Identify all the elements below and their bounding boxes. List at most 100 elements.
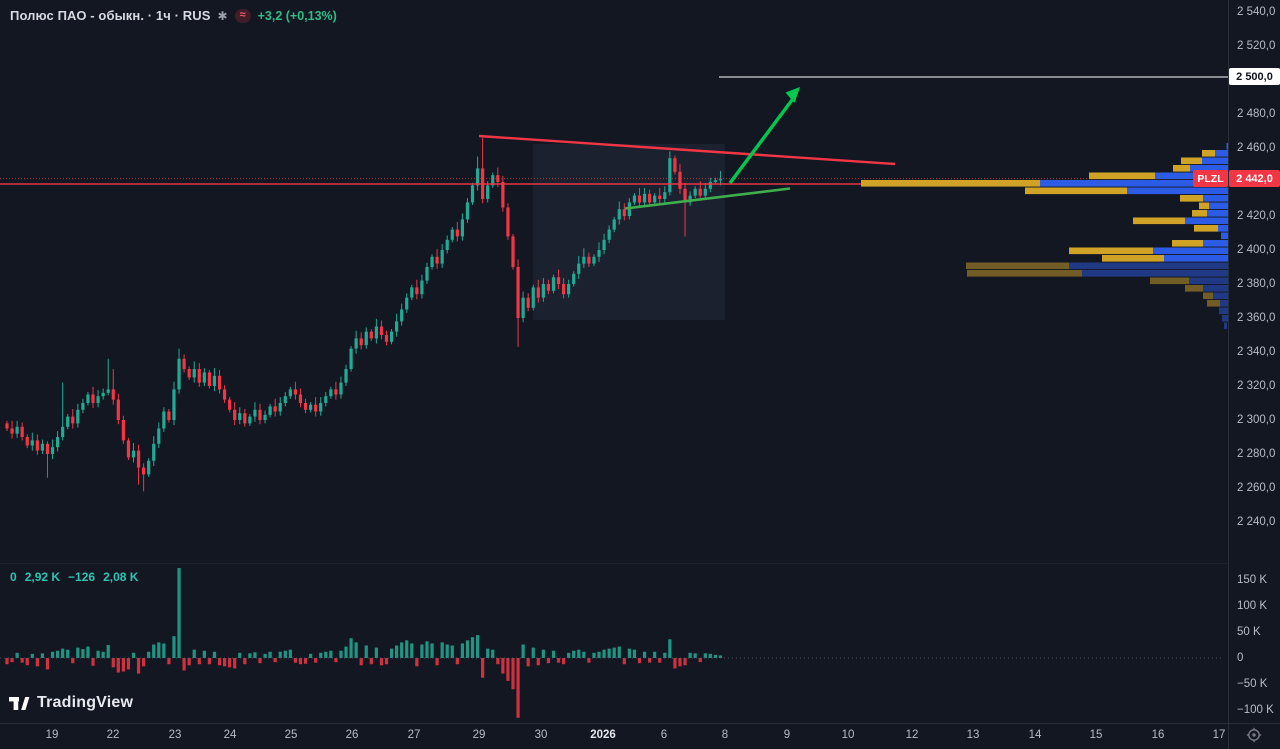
green-trendline[interactable] — [624, 187, 791, 210]
tradingview-logo-text: TradingView — [37, 694, 134, 711]
time-tick: 12 — [905, 729, 919, 741]
volume-profile[interactable] — [861, 143, 1228, 330]
volume-bar — [5, 658, 9, 665]
volume-bar — [597, 651, 601, 658]
volume-bar — [400, 642, 404, 658]
volume-legend-value-4: 2,08 K — [103, 570, 139, 584]
volume-bar — [152, 644, 156, 658]
profile-row-blue — [1164, 255, 1228, 262]
white-level-price-label[interactable]: 2 500,0 — [1229, 68, 1280, 85]
green-arrow-line[interactable] — [728, 94, 797, 185]
candle — [602, 239, 606, 250]
time-tick: 19 — [45, 729, 59, 741]
symbol-title[interactable]: Полюс ПАО - обыкн. · 1ч · RUS — [10, 8, 211, 23]
volume-bar — [420, 644, 424, 658]
volume-bar — [653, 651, 657, 658]
candle — [668, 158, 672, 193]
profile-row-blue — [1202, 157, 1228, 165]
profile-row-yellow — [1069, 247, 1153, 255]
profile-row-blue — [1213, 292, 1228, 300]
candle — [40, 443, 45, 451]
candle — [541, 284, 545, 298]
time-tick: 25 — [284, 729, 298, 741]
profile-row-blue — [1203, 285, 1228, 292]
profile-row-blue — [1127, 187, 1228, 195]
volume-bar — [658, 658, 662, 663]
price-tick: 2 360,0 — [1237, 312, 1276, 324]
pane-separator[interactable] — [0, 563, 1228, 564]
candle — [253, 409, 257, 417]
volume-bar — [607, 648, 611, 658]
price-tick: 2 240,0 — [1237, 516, 1276, 528]
profile-row-yellow — [1102, 255, 1164, 262]
volume-bar — [546, 658, 551, 664]
candle — [612, 219, 616, 230]
candle — [5, 423, 9, 429]
volume-bar — [678, 658, 682, 667]
time-tick: 27 — [407, 729, 421, 741]
candle — [309, 404, 313, 410]
candle — [364, 331, 368, 346]
volume-bar — [491, 649, 495, 658]
price-tick: 2 460,0 — [1237, 142, 1276, 154]
volume-bar — [693, 653, 697, 658]
profile-row-yellow — [1203, 292, 1213, 300]
candle — [445, 239, 449, 250]
volume-bar — [465, 640, 470, 658]
volume-bar — [556, 658, 561, 663]
highlight-box[interactable] — [533, 144, 725, 320]
red-trendline[interactable] — [478, 134, 896, 166]
volume-bar — [359, 658, 363, 666]
volume-bars[interactable] — [5, 568, 723, 718]
tradingview-logo[interactable]: TradingView — [8, 692, 133, 714]
ticker-tag[interactable]: PLZL — [1193, 170, 1228, 188]
timezone-settings-gear-icon[interactable] — [1246, 727, 1262, 743]
candle — [693, 188, 697, 196]
candle — [182, 358, 186, 369]
candle — [516, 267, 520, 318]
candle — [683, 188, 687, 203]
volume-bar — [445, 644, 449, 658]
volume-bar — [592, 652, 596, 658]
candle — [324, 396, 328, 403]
candle — [713, 180, 717, 182]
candle — [147, 460, 151, 475]
price-tick: 2 280,0 — [1237, 448, 1276, 460]
green-arrow-head — [785, 87, 800, 103]
candle — [577, 263, 581, 274]
volume-bar — [136, 658, 141, 674]
volume-bar — [126, 658, 131, 670]
volume-bar — [243, 658, 247, 665]
volume-bar — [309, 653, 313, 658]
volume-bar — [248, 653, 252, 658]
candle — [10, 428, 14, 434]
candle — [172, 389, 176, 420]
volume-bar — [617, 646, 621, 658]
time-tick: 15 — [1089, 729, 1103, 741]
candle — [233, 409, 237, 420]
volume-indicator-legend[interactable]: 0 2,92 K −126 2,08 K — [10, 570, 138, 584]
market-status-icon[interactable]: ≈ — [234, 8, 251, 23]
volume-bar — [329, 650, 333, 658]
candle — [106, 389, 110, 393]
volume-bar — [147, 651, 151, 658]
volume-bar — [253, 652, 257, 658]
volume-bar — [415, 658, 419, 667]
profile-row-blue — [1185, 217, 1228, 225]
volume-bar — [455, 658, 459, 665]
candle — [379, 326, 384, 335]
volume-bar — [708, 653, 712, 658]
candle — [131, 450, 136, 458]
profile-row-yellow — [861, 180, 1040, 187]
volume-bar — [567, 652, 571, 658]
volume-bar — [395, 645, 399, 658]
candles[interactable] — [5, 137, 723, 492]
profile-row-blue — [1218, 225, 1228, 232]
volume-bar — [197, 658, 201, 665]
candle — [197, 369, 201, 383]
candle — [86, 394, 90, 403]
candle — [486, 185, 490, 199]
volume-bar — [71, 658, 75, 664]
volume-bar — [334, 658, 338, 663]
